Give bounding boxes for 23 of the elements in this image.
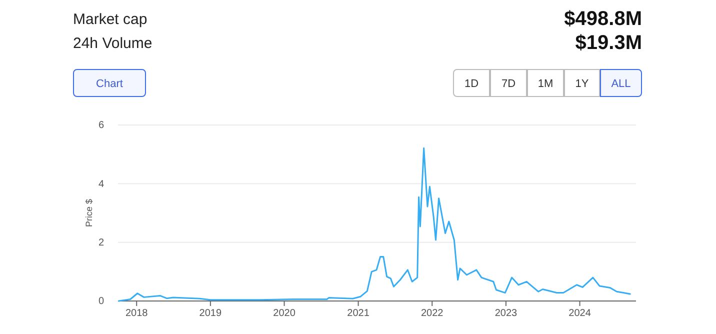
y-tick-label: 4	[98, 178, 104, 190]
text: ALL	[600, 69, 642, 97]
y-tick-label: 0	[98, 296, 104, 308]
y-tick-label: 6	[98, 120, 104, 132]
x-tick-label: 2022	[420, 308, 444, 320]
y-axis-title: Price $	[84, 198, 94, 228]
x-tick-label: 2020	[273, 308, 296, 320]
text: $19.3M	[575, 32, 642, 55]
text: 1D	[453, 69, 490, 97]
x-tick-label: 2024	[568, 308, 592, 320]
line-series	[118, 147, 631, 302]
x-tick-label: 2018	[125, 308, 148, 320]
text: 1Y	[564, 69, 600, 97]
x-tick-label: 2023	[494, 308, 518, 320]
text: Market cap	[73, 11, 148, 28]
text: 24h Volume	[73, 35, 152, 52]
x-tick-label: 2021	[347, 308, 370, 320]
text: 1M	[527, 69, 564, 97]
text: Chart	[73, 69, 146, 97]
x-tick-label: 2019	[199, 308, 222, 320]
text: 7D	[490, 69, 527, 97]
y-tick-label: 2	[98, 238, 104, 249]
text: $498.8M	[564, 8, 642, 31]
